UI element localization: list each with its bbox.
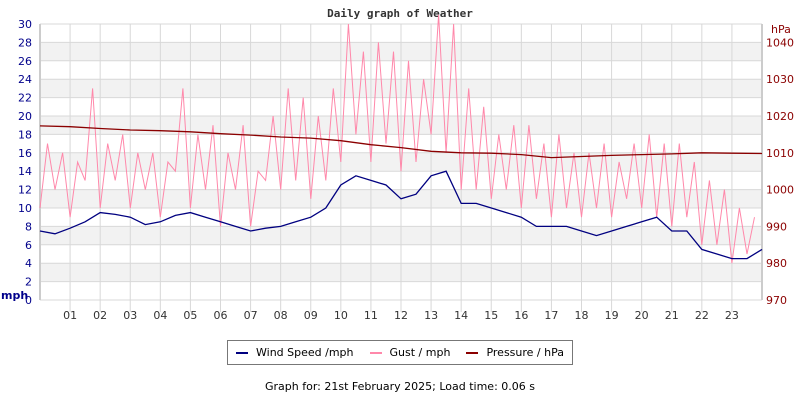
left-tick-label: 26 (18, 55, 32, 68)
x-tick-label: 07 (244, 309, 258, 322)
x-tick-label: 21 (665, 309, 679, 322)
legend-item-gust: Gust / mph (369, 346, 451, 359)
left-axis-label: mph (1, 289, 28, 302)
legend-label-pressure: Pressure / hPa (486, 346, 564, 359)
left-tick-label: 22 (18, 92, 32, 105)
left-tick-label: 6 (25, 239, 32, 252)
legend: Wind Speed /mph Gust / mph Pressure / hP… (227, 340, 573, 365)
right-tick-label: 980 (766, 257, 787, 270)
left-tick-label: 10 (18, 202, 32, 215)
x-tick-label: 03 (123, 309, 137, 322)
x-tick-label: 17 (544, 309, 558, 322)
right-tick-label: 1020 (766, 110, 794, 123)
x-tick-label: 16 (514, 309, 528, 322)
x-tick-label: 14 (454, 309, 468, 322)
right-axis-label: hPa (771, 23, 791, 36)
x-tick-label: 13 (424, 309, 438, 322)
legend-item-wind: Wind Speed /mph (236, 346, 354, 359)
chart-title: Daily graph of Weather (327, 7, 473, 20)
x-tick-label: 09 (304, 309, 318, 322)
x-tick-label: 23 (725, 309, 739, 322)
left-tick-label: 4 (25, 257, 32, 270)
x-tick-label: 04 (153, 309, 167, 322)
legend-item-pressure: Pressure / hPa (466, 346, 564, 359)
x-tick-label: 12 (394, 309, 408, 322)
left-tick-label: 18 (18, 128, 32, 141)
x-tick-label: 22 (695, 309, 709, 322)
left-tick-label: 16 (18, 147, 32, 160)
left-tick-label: 28 (18, 36, 32, 49)
pressure-swatch (466, 352, 479, 354)
left-tick-label: 8 (25, 220, 32, 233)
left-tick-label: 24 (18, 73, 32, 86)
wind-swatch (236, 352, 248, 354)
series-line-pressure (39, 125, 763, 159)
left-tick-label: 2 (25, 276, 32, 289)
left-tick-label: 12 (18, 184, 32, 197)
legend-label-gust: Gust / mph (389, 346, 451, 359)
left-tick-label: 30 (18, 18, 32, 31)
right-tick-label: 1040 (766, 36, 794, 49)
left-tick-label: 14 (18, 165, 32, 178)
right-tick-label: 1010 (766, 147, 794, 160)
left-tick-label: 0 (25, 294, 32, 307)
x-tick-label: 20 (635, 309, 649, 322)
x-tick-label: 15 (484, 309, 498, 322)
series-line-wind (39, 170, 763, 260)
x-tick-label: 18 (575, 309, 589, 322)
legend-label-wind: Wind Speed /mph (256, 346, 354, 359)
x-tick-label: 01 (63, 309, 77, 322)
right-tick-label: 1000 (766, 184, 794, 197)
x-tick-label: 02 (93, 309, 107, 322)
x-tick-label: 10 (334, 309, 348, 322)
right-tick-label: 990 (766, 220, 787, 233)
left-tick-label: 20 (18, 110, 32, 123)
x-tick-label: 08 (274, 309, 288, 322)
x-tick-label: 19 (605, 309, 619, 322)
x-tick-label: 05 (183, 309, 197, 322)
x-tick-label: 06 (214, 309, 228, 322)
footer-text: Graph for: 21st February 2025; Load time… (264, 380, 535, 393)
gust-swatch (369, 352, 382, 354)
x-tick-label: 11 (364, 309, 378, 322)
right-tick-label: 970 (766, 294, 787, 307)
right-tick-label: 1030 (766, 73, 794, 86)
weather-chart: 01 02 03 04 05 06 07 08 09 10 11 12 13 14 15 16 17 18 19 20… (1, 7, 794, 322)
